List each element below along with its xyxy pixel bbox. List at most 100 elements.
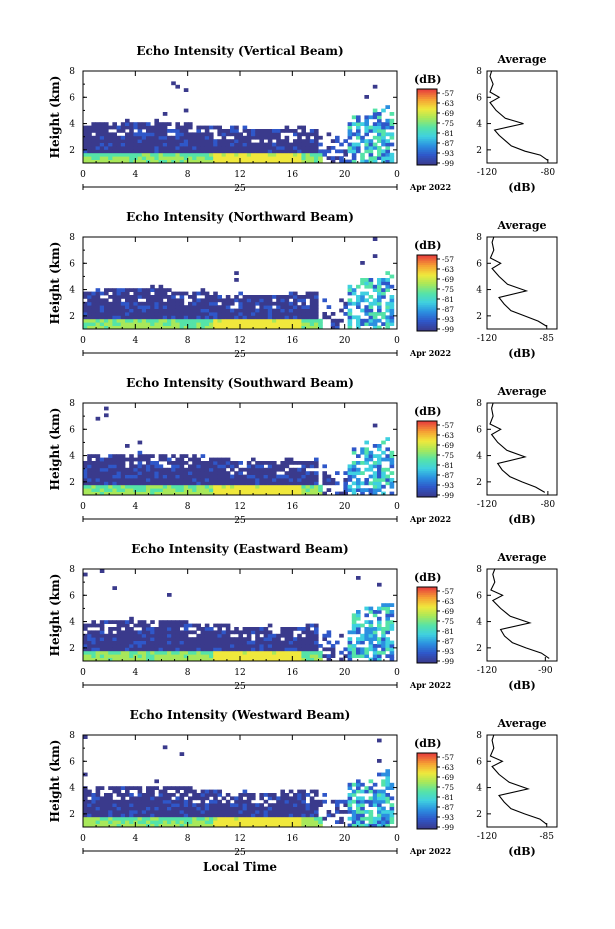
heatmap-cell xyxy=(301,295,306,299)
heatmap-cell xyxy=(129,650,134,655)
x-tick-label: 12 xyxy=(234,336,245,346)
heatmap-cell xyxy=(209,657,214,662)
heatmap-cell xyxy=(297,461,302,465)
heatmap-cell xyxy=(322,474,327,479)
heatmap-cell xyxy=(146,135,151,140)
heatmap-cell xyxy=(129,129,134,133)
heatmap-cell xyxy=(297,478,302,482)
heatmap-cell xyxy=(141,799,147,804)
heatmap-cell xyxy=(209,650,214,655)
heatmap-cell xyxy=(343,810,348,814)
heatmap-cell xyxy=(162,152,168,157)
heatmap-cell xyxy=(87,644,92,648)
heatmap-cell xyxy=(83,806,88,811)
heatmap-cell xyxy=(322,464,327,469)
heatmap-cell xyxy=(272,820,277,824)
heatmap-cell xyxy=(154,298,159,303)
average-x-label: (dB) xyxy=(508,679,535,692)
heatmap-cell xyxy=(192,142,197,147)
heatmap-cell xyxy=(204,806,210,811)
heatmap-cell xyxy=(188,799,193,804)
heatmap-cell xyxy=(251,474,256,479)
colorbar-swatch xyxy=(417,155,437,158)
heatmap-cell xyxy=(95,312,101,316)
heatmap-cell xyxy=(99,620,105,624)
heatmap-cell xyxy=(360,640,365,645)
heatmap-cell xyxy=(95,637,101,641)
heatmap-cell xyxy=(213,633,218,638)
heatmap-cell xyxy=(368,115,374,120)
heatmap-cell xyxy=(360,156,365,160)
heatmap-cell xyxy=(230,810,235,814)
heatmap-cell xyxy=(204,823,210,828)
heatmap-cell xyxy=(326,654,332,658)
heatmap-cell xyxy=(372,108,378,113)
heatmap-cell xyxy=(167,488,172,492)
heatmap-cell xyxy=(221,142,227,147)
heatmap-cell xyxy=(141,142,147,147)
heatmap-cell xyxy=(120,803,126,807)
heatmap-cell xyxy=(234,271,239,275)
heatmap-cell xyxy=(108,132,113,137)
heatmap-cell xyxy=(284,481,290,486)
heatmap-cell xyxy=(272,806,277,811)
y-axis-label: Height (km) xyxy=(48,76,62,159)
heatmap-cell xyxy=(83,640,88,645)
heatmap-cell xyxy=(83,471,88,475)
heatmap-cell xyxy=(284,630,290,635)
heatmap-cell xyxy=(385,782,390,787)
heatmap-cell xyxy=(364,810,369,814)
heatmap-cell xyxy=(95,650,101,655)
heatmap-cell xyxy=(158,467,164,472)
heatmap-cell xyxy=(112,620,117,624)
heatmap-cell xyxy=(225,810,231,814)
colorbar-swatch xyxy=(417,132,437,136)
heatmap-cell xyxy=(267,132,273,137)
heatmap-cell xyxy=(204,491,210,496)
heatmap-cell xyxy=(125,152,130,157)
heatmap-cell xyxy=(284,820,290,824)
heatmap-cell xyxy=(175,122,180,126)
heatmap-cell xyxy=(221,491,227,496)
heatmap-cell xyxy=(322,298,327,303)
heatmap-cell xyxy=(125,813,130,818)
heatmap-cell xyxy=(238,152,243,157)
heatmap-cell xyxy=(301,488,306,492)
heatmap-cell xyxy=(221,654,227,658)
heatmap-cell xyxy=(297,810,302,814)
heatmap-cell xyxy=(242,156,248,160)
heatmap-cell xyxy=(146,149,151,154)
heatmap-cell xyxy=(251,640,256,645)
heatmap-cell xyxy=(381,782,386,787)
heatmap-cell xyxy=(104,312,109,316)
heatmap-cell xyxy=(351,491,357,496)
colorbar-swatch xyxy=(417,294,437,298)
heatmap-cell xyxy=(162,308,168,313)
heatmap-cell xyxy=(276,654,281,658)
heatmap-cell xyxy=(267,823,273,828)
heatmap-cell xyxy=(175,159,180,164)
heatmap-cell xyxy=(368,467,374,472)
heatmap-cell xyxy=(120,620,126,624)
heatmap-cell xyxy=(238,488,243,492)
heatmap-cell xyxy=(343,301,348,306)
heatmap-cell xyxy=(251,481,256,486)
heatmap-cell xyxy=(87,637,92,641)
heatmap-cell xyxy=(192,132,197,137)
heatmap-cell xyxy=(297,156,302,160)
heatmap-cell xyxy=(158,796,164,801)
colorbar-swatch xyxy=(417,491,437,494)
heatmap-cell xyxy=(179,474,185,479)
heatmap-cell xyxy=(87,481,92,486)
heatmap-cell xyxy=(146,474,151,479)
heatmap-cell xyxy=(120,156,126,160)
heatmap-cell xyxy=(221,308,227,313)
heatmap-cell xyxy=(335,135,340,140)
heatmap-cell xyxy=(108,139,113,143)
heatmap-cell xyxy=(372,301,378,306)
heatmap-cell xyxy=(91,322,96,326)
heatmap-cell xyxy=(192,305,197,309)
heatmap-cell xyxy=(330,813,336,818)
heatmap-cell xyxy=(221,630,227,635)
heatmap-cell xyxy=(284,135,290,140)
